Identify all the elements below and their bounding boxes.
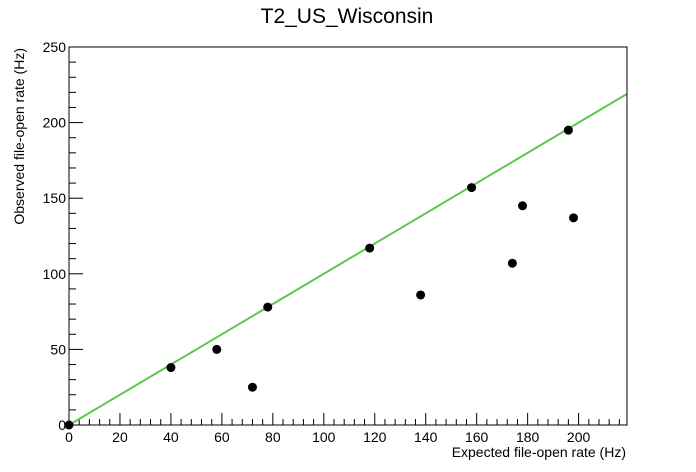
x-tick-label: 200: [567, 429, 591, 445]
x-axis-title: Expected file-open rate (Hz): [452, 444, 626, 460]
x-tick-label: 100: [312, 429, 336, 445]
data-point: [568, 213, 578, 223]
y-tick-label: 200: [43, 115, 67, 131]
data-point: [467, 183, 477, 193]
y-axis-title: Observed file-open rate (Hz): [11, 48, 27, 225]
plot-frame: [68, 46, 628, 426]
x-tick-label: 140: [414, 429, 438, 445]
y-tick-label: 100: [43, 266, 67, 282]
data-point: [263, 302, 273, 312]
x-tick-label: 80: [265, 429, 281, 445]
x-tick-label: 40: [163, 429, 179, 445]
x-tick-label: 60: [214, 429, 230, 445]
x-tick-label: 180: [516, 429, 540, 445]
x-tick-label: 120: [363, 429, 387, 445]
data-point: [247, 382, 257, 392]
axis-tick-labels: 0 20 40 60 80 100 120 140 160 180 200 0 50 100 150 200 2…: [43, 39, 591, 445]
data-point: [365, 243, 375, 253]
reference-line: [68, 93, 628, 426]
x-tick-label: 20: [112, 429, 128, 445]
data-point: [212, 344, 222, 354]
data-point: [507, 258, 517, 268]
y-tick-label: 250: [43, 39, 67, 55]
data-points: [64, 125, 578, 430]
axis-ticks: [68, 46, 620, 426]
data-point: [416, 290, 426, 300]
y-tick-label: 50: [50, 341, 66, 357]
data-point: [518, 201, 528, 211]
y-tick-label: 150: [43, 190, 67, 206]
x-tick-label: 0: [65, 429, 73, 445]
data-point: [563, 125, 573, 135]
chart-title: T2_US_Wisconsin: [261, 5, 434, 28]
data-point: [166, 363, 176, 373]
x-tick-label: 160: [465, 429, 489, 445]
y-tick-label: 0: [58, 417, 66, 433]
